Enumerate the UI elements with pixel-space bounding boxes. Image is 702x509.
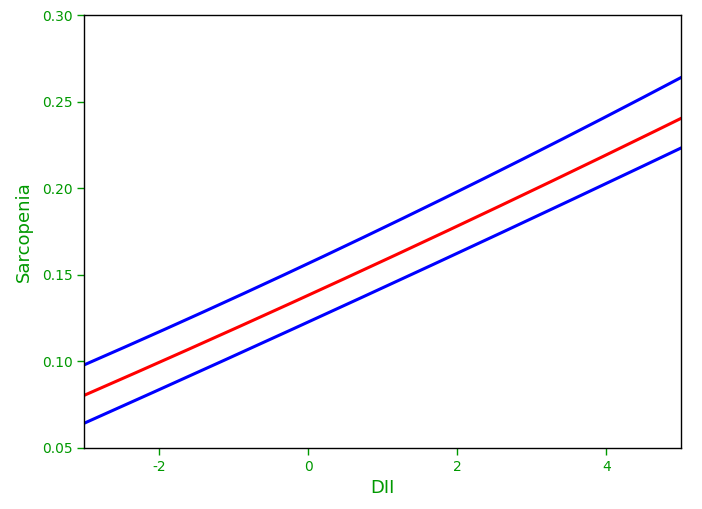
Y-axis label: Sarcopenia: Sarcopenia bbox=[15, 181, 34, 282]
X-axis label: DII: DII bbox=[371, 479, 395, 497]
